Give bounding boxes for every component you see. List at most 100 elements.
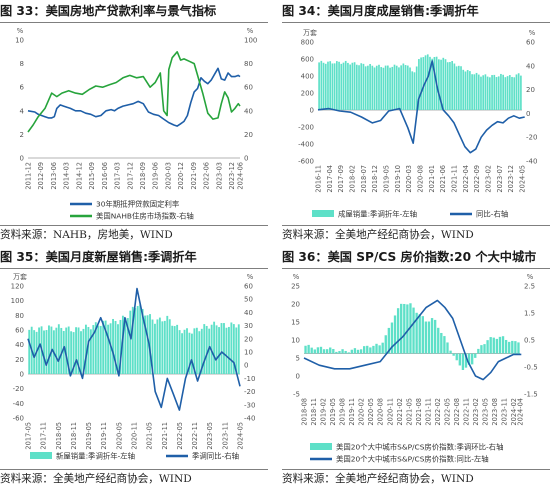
bar xyxy=(335,351,338,354)
bar xyxy=(84,324,87,374)
bar xyxy=(437,327,440,354)
bar xyxy=(215,325,218,374)
bar xyxy=(48,325,50,374)
x-tick-label: 2018-09 xyxy=(139,162,147,190)
right-tick-label: -40 xyxy=(526,158,537,166)
bar xyxy=(406,304,409,354)
bar xyxy=(508,341,511,354)
x-tick-label: 2020-05 xyxy=(115,422,123,450)
x-tick-label: 2020-03 xyxy=(405,165,413,193)
left-tick-label: 40 xyxy=(15,341,24,349)
bar xyxy=(466,70,469,110)
bar xyxy=(80,331,82,374)
source-rule xyxy=(282,469,550,470)
right-tick-label: -1.5 xyxy=(524,391,538,399)
left-axis-unit: % xyxy=(17,27,24,35)
bar xyxy=(381,342,384,354)
x-tick-label: 2022-11 xyxy=(191,422,199,450)
bar xyxy=(475,72,478,110)
x-tick-label: 2018-05 xyxy=(55,422,63,450)
source-rule xyxy=(0,469,268,470)
bar xyxy=(395,65,398,110)
bar xyxy=(28,329,31,374)
x-tick-label: 2017-04 xyxy=(326,165,334,193)
right-tick-label: 0.5 xyxy=(524,337,535,345)
bar xyxy=(511,76,513,110)
bar xyxy=(455,353,458,361)
left-tick-label: 5 xyxy=(296,355,300,363)
bar xyxy=(146,315,149,374)
x-tick-label: 2019-05 xyxy=(383,165,391,193)
bar xyxy=(176,324,179,374)
bar xyxy=(480,345,483,354)
bar xyxy=(304,345,307,354)
bar xyxy=(65,327,68,374)
bar xyxy=(489,337,492,354)
x-tick-label: 2018-07 xyxy=(360,165,368,193)
bar xyxy=(195,327,198,374)
bar xyxy=(119,319,122,374)
bar xyxy=(389,67,391,110)
bar xyxy=(350,349,354,354)
legend-label: 美国20个大中城市S&P/CS房价指数:季调环比-右轴 xyxy=(336,443,503,452)
bar xyxy=(378,345,381,354)
bar xyxy=(356,349,360,354)
bar xyxy=(429,56,431,110)
bar xyxy=(369,64,371,110)
bar xyxy=(489,77,491,110)
x-tick-label: 2024-04 xyxy=(517,398,525,426)
right-tick-label: -20 xyxy=(244,388,255,396)
bar xyxy=(508,75,511,110)
bar xyxy=(409,67,411,110)
bar xyxy=(393,64,396,110)
chart-source: 资料来源：全美地产经纪商协会，WIND xyxy=(0,473,192,485)
bar xyxy=(467,353,471,365)
left-tick-label: -400 xyxy=(298,141,314,149)
left-tick-label: 20 xyxy=(15,356,24,364)
x-tick-label: 2015-09 xyxy=(88,162,96,190)
left-tick-label: -600 xyxy=(298,158,314,166)
x-tick-label: 2020-08 xyxy=(417,165,425,193)
bar xyxy=(495,338,499,354)
bar xyxy=(504,339,508,354)
bar xyxy=(112,318,114,374)
legend-label: 成屋销量:季调折年-左轴 xyxy=(338,210,417,219)
x-tick-label: 2016-11 xyxy=(315,165,323,193)
right-tick-label: 0 xyxy=(244,362,248,370)
bar xyxy=(322,349,326,354)
bar xyxy=(322,62,325,110)
x-tick-label: 2016-06 xyxy=(101,162,109,190)
bar xyxy=(464,71,467,110)
x-tick-label: 2017-09 xyxy=(337,165,345,193)
bar xyxy=(154,323,156,374)
bar xyxy=(324,63,327,110)
left-tick-label: 15 xyxy=(291,319,300,327)
x-tick-label: 2023-11 xyxy=(501,398,509,426)
x-tick-label: 2019-05 xyxy=(85,422,93,450)
bar xyxy=(451,61,453,110)
bar xyxy=(203,324,206,374)
left-tick-label: 2 xyxy=(20,131,24,139)
bar xyxy=(144,315,147,374)
bar xyxy=(99,325,102,374)
bar xyxy=(190,333,193,374)
bar xyxy=(449,350,452,354)
bar xyxy=(469,71,471,110)
chart-title: 图 34：美国月度成屋销售:季调折年 xyxy=(282,4,479,18)
right-tick-label: 2.5 xyxy=(524,283,535,291)
bar xyxy=(319,346,323,354)
bar xyxy=(412,307,415,354)
bar xyxy=(418,314,421,354)
right-tick-label: 30 xyxy=(244,322,253,330)
bar xyxy=(344,60,347,110)
chart-35: 万套 % -60 -40 -20 0 20 40 60 80 100 120 -40 -30 -20 -10 0… xyxy=(11,272,256,461)
bar xyxy=(515,74,518,110)
bar xyxy=(400,65,402,110)
bar xyxy=(358,65,360,110)
bar xyxy=(415,66,418,110)
bar xyxy=(340,63,343,110)
bar xyxy=(353,348,357,354)
bar xyxy=(369,347,372,354)
bar xyxy=(70,331,73,374)
